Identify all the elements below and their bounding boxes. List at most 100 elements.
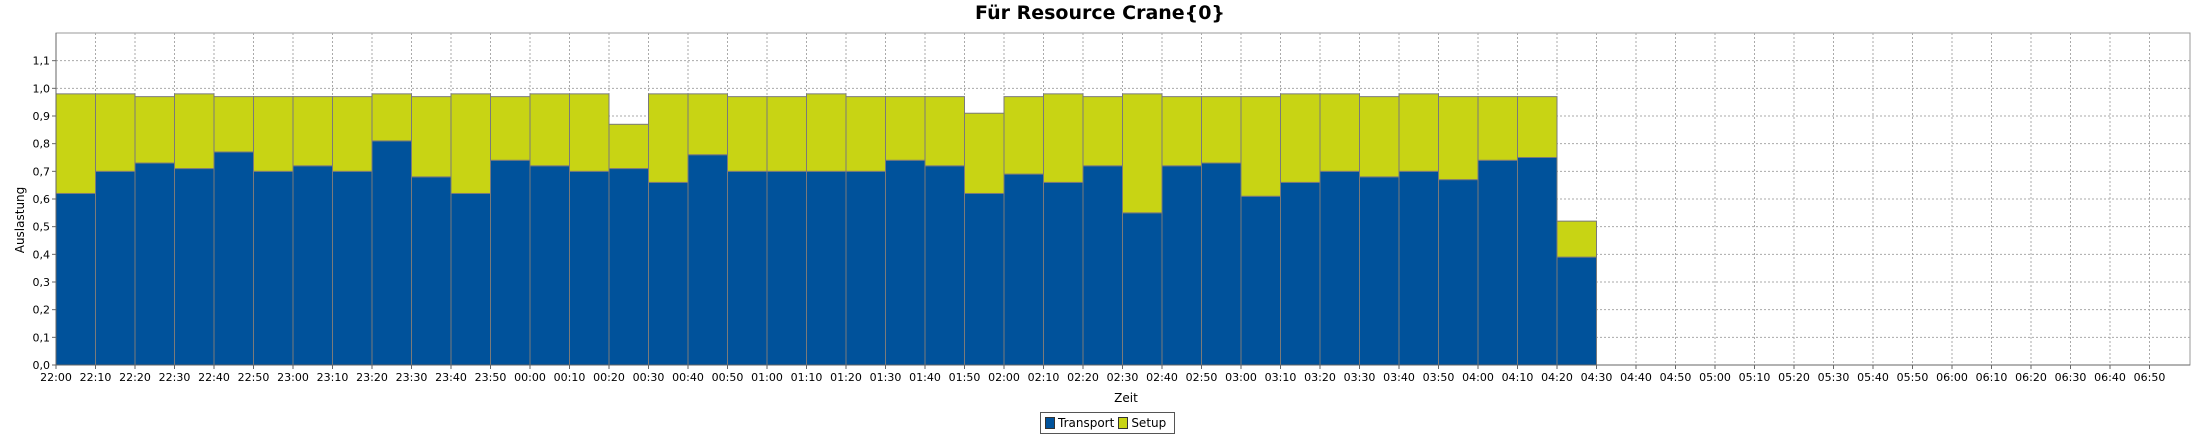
bar-setup (845, 96, 886, 172)
x-tick-label: 05:10 (1739, 371, 1771, 384)
legend: Transport Setup (1040, 412, 1176, 434)
bar-transport (1201, 162, 1242, 366)
bar-setup (1043, 93, 1084, 183)
legend-swatch-setup (1118, 417, 1129, 429)
y-tick-label: 0,3 (33, 276, 51, 289)
x-tick-label: 22:10 (80, 371, 112, 384)
bar-setup (1438, 96, 1479, 181)
y-tick-label: 0,6 (33, 193, 51, 206)
bar-transport (55, 192, 96, 366)
y-tick-label: 0,4 (33, 248, 51, 261)
x-tick-label: 05:30 (1818, 371, 1850, 384)
bar-transport (450, 192, 491, 366)
x-tick-label: 02:30 (1107, 371, 1139, 384)
y-tick-label: 0,5 (33, 221, 51, 234)
bar-transport (292, 165, 333, 366)
bar-setup (964, 112, 1005, 194)
x-tick-label: 02:10 (1028, 371, 1060, 384)
bar-setup (608, 123, 649, 170)
x-tick-label: 23:00 (277, 371, 309, 384)
x-tick-label: 01:00 (751, 371, 783, 384)
bar-transport (1517, 157, 1558, 366)
bar-setup (134, 96, 175, 164)
x-tick-label: 01:20 (830, 371, 862, 384)
y-tick-label: 0,1 (33, 331, 51, 344)
bar-setup (174, 93, 215, 170)
x-tick-label: 05:40 (1857, 371, 1889, 384)
bars-layer (55, 93, 1597, 366)
bar-transport (687, 154, 728, 366)
bar-setup (292, 96, 333, 167)
bar-setup (411, 96, 452, 178)
x-tick-label: 05:20 (1778, 371, 1810, 384)
bar-setup (924, 96, 965, 167)
bar-transport (95, 170, 136, 366)
bar-setup (1359, 96, 1400, 178)
x-tick-label: 03:10 (1265, 371, 1297, 384)
bar-setup (1161, 96, 1202, 167)
x-tick-label: 04:30 (1581, 371, 1613, 384)
x-tick-label: 02:50 (1186, 371, 1218, 384)
bar-setup (1240, 96, 1281, 197)
bar-setup (1082, 96, 1123, 167)
x-tick-label: 22:20 (119, 371, 151, 384)
x-tick-label: 01:10 (791, 371, 823, 384)
bar-transport (1043, 181, 1084, 366)
bar-setup (490, 96, 531, 161)
y-tick-label: 0,7 (33, 165, 51, 178)
bar-transport (1477, 159, 1518, 366)
bar-setup (1556, 220, 1597, 258)
x-tick-label: 06:00 (1936, 371, 1968, 384)
bar-transport (490, 159, 531, 366)
legend-label-transport: Transport (1058, 416, 1115, 430)
bar-transport (1082, 165, 1123, 366)
bar-transport (134, 162, 175, 366)
bar-transport (253, 170, 294, 366)
bar-setup (1517, 96, 1558, 158)
y-axis-label: Auslastung (13, 187, 27, 254)
bar-setup (727, 96, 768, 172)
x-tick-label: 03:20 (1304, 371, 1336, 384)
x-tick-label: 04:40 (1620, 371, 1652, 384)
bar-transport (845, 170, 886, 366)
bar-setup (687, 93, 728, 156)
x-tick-label: 04:00 (1462, 371, 1494, 384)
x-tick-label: 05:50 (1897, 371, 1929, 384)
x-tick-label: 23:40 (435, 371, 467, 384)
x-tick-label: 02:40 (1146, 371, 1178, 384)
bar-setup (1122, 93, 1163, 214)
bar-transport (332, 170, 373, 366)
x-tick-label: 22:00 (40, 371, 72, 384)
legend-label-setup: Setup (1131, 416, 1167, 430)
bar-transport (174, 168, 215, 366)
axes-layer: 0,0 0,1 0,2 0,3 0,4 0,5 0,6 0,7 0,8 0,9 1,0 1,1 22:0… (33, 33, 2190, 384)
x-tick-label: 03:00 (1225, 371, 1257, 384)
x-tick-label: 00:40 (672, 371, 704, 384)
bar-setup (1201, 96, 1242, 164)
bar-setup (213, 96, 254, 153)
bar-transport (1240, 195, 1281, 366)
y-tick-label: 1,1 (33, 55, 51, 68)
bar-transport (608, 168, 649, 366)
bar-transport (1556, 256, 1597, 366)
x-tick-label: 00:20 (593, 371, 625, 384)
y-tick-label: 0,2 (33, 304, 51, 317)
bar-transport (213, 151, 254, 366)
bar-transport (1359, 176, 1400, 366)
y-tick-label: 0,8 (33, 138, 51, 151)
x-tick-label: 04:20 (1541, 371, 1573, 384)
bar-setup (806, 93, 847, 172)
x-tick-label: 00:00 (514, 371, 546, 384)
x-tick-label: 04:10 (1502, 371, 1534, 384)
chart-title: Für Resource Crane{0} (975, 2, 1225, 24)
bar-setup (766, 96, 807, 172)
x-tick-label: 03:50 (1423, 371, 1455, 384)
bar-transport (727, 170, 768, 366)
x-tick-label: 02:00 (988, 371, 1020, 384)
bar-transport (924, 165, 965, 366)
bar-setup (95, 93, 136, 172)
x-tick-label: 06:30 (2055, 371, 2087, 384)
x-axis-label: Zeit (1114, 391, 1138, 405)
x-tick-label: 01:30 (870, 371, 902, 384)
